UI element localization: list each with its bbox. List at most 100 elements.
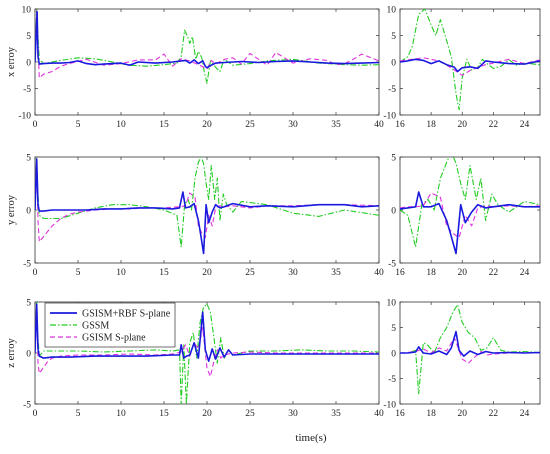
x-tick-label: 35 bbox=[331, 120, 341, 130]
series-line-2 bbox=[400, 337, 540, 364]
series-group bbox=[35, 157, 379, 255]
x-axis-label: time(s) bbox=[295, 432, 326, 444]
y-tick-label: 0 bbox=[26, 349, 31, 359]
x-tick-label: 20 bbox=[457, 120, 467, 130]
y-tick-label: 10 bbox=[387, 298, 397, 308]
x-tick-label: 40 bbox=[374, 268, 384, 278]
x-tick-label: 10 bbox=[116, 409, 126, 419]
plot-frame bbox=[399, 8, 541, 116]
series-line-1 bbox=[35, 157, 379, 248]
x-tick-label: 15 bbox=[159, 409, 169, 419]
y-tick-label: -10 bbox=[383, 400, 396, 410]
y-tick-label: -5 bbox=[23, 259, 31, 269]
y-tick-label: 0 bbox=[391, 349, 396, 359]
x-tick-label: 5 bbox=[76, 120, 81, 130]
x-tick-label: 0 bbox=[33, 409, 38, 419]
y-tick-label: 0 bbox=[391, 58, 396, 68]
y-tick-label: -5 bbox=[388, 85, 396, 95]
x-tick-label: 18 bbox=[426, 268, 436, 278]
y-tick-label: 5 bbox=[26, 32, 31, 42]
series-line-0 bbox=[400, 191, 540, 255]
series-line-0 bbox=[400, 330, 540, 357]
x-tick-label: 16 bbox=[395, 268, 405, 278]
x-tick-label: 20 bbox=[202, 409, 212, 419]
series-group bbox=[400, 304, 540, 395]
y-tick-label: 0 bbox=[26, 58, 31, 68]
x-tick-label: 20 bbox=[202, 268, 212, 278]
x-tick-label: 30 bbox=[288, 268, 298, 278]
series-line-0 bbox=[35, 158, 379, 255]
panel-z-zoom: 16 18 20 22 24 10 5 0 -5 -10 bbox=[383, 298, 541, 419]
x-tick-label: 25 bbox=[245, 409, 255, 419]
x-tick-label: 20 bbox=[457, 409, 467, 419]
y-tick-label: 10 bbox=[387, 5, 397, 15]
x-tick-label: 22 bbox=[489, 120, 499, 130]
y-tick-label: -5 bbox=[388, 259, 396, 269]
y-tick-label: 5 bbox=[26, 298, 31, 308]
x-tick-label: 24 bbox=[520, 409, 530, 419]
x-tick-label: 18 bbox=[426, 409, 436, 419]
series-group bbox=[35, 302, 379, 404]
panel-y-zoom: 16 18 20 22 24 5 0 -5 bbox=[388, 153, 541, 278]
legend-label: GSISM+RBF S-plane bbox=[82, 309, 171, 320]
x-tick-label: 18 bbox=[426, 120, 436, 130]
series-group bbox=[400, 9, 540, 111]
x-tick-label: 24 bbox=[520, 268, 530, 278]
x-tick-label: 40 bbox=[374, 409, 384, 419]
y-tick-label: 5 bbox=[391, 32, 396, 42]
x-tick-label: 25 bbox=[245, 268, 255, 278]
series-group bbox=[400, 157, 540, 255]
x-tick-label: 10 bbox=[116, 120, 126, 130]
plot-frame bbox=[34, 8, 380, 116]
x-tick-label: 20 bbox=[202, 120, 212, 130]
x-tick-label: 10 bbox=[116, 268, 126, 278]
x-tick-label: 15 bbox=[159, 120, 169, 130]
panel-x-full: 0 5 10 15 20 25 30 35 40 10 5 0 -5 -10 x erroy bbox=[6, 5, 384, 130]
y-tick-label: -10 bbox=[18, 111, 31, 121]
x-tick-label: 0 bbox=[33, 120, 38, 130]
x-tick-label: 22 bbox=[489, 409, 499, 419]
x-tick-label: 0 bbox=[33, 268, 38, 278]
y-tick-label: -5 bbox=[23, 85, 31, 95]
x-tick-label: 16 bbox=[395, 120, 405, 130]
legend-label: GSSM bbox=[82, 321, 109, 332]
x-tick-label: 30 bbox=[288, 120, 298, 130]
y-tick-label: 0 bbox=[391, 206, 396, 216]
panel-x-zoom: 16 18 20 22 24 10 5 0 -5 -10 bbox=[383, 5, 541, 130]
x-tick-label: 40 bbox=[374, 120, 384, 130]
x-tick-label: 35 bbox=[331, 409, 341, 419]
series-line-2 bbox=[35, 158, 379, 243]
x-tick-label: 5 bbox=[76, 409, 81, 419]
y-tick-label: 10 bbox=[22, 5, 32, 15]
series-line-0 bbox=[35, 10, 379, 69]
y-tick-label: -10 bbox=[383, 111, 396, 121]
x-tick-label: 25 bbox=[245, 120, 255, 130]
series-line-0 bbox=[400, 58, 540, 73]
series-line-2 bbox=[35, 10, 379, 79]
series-line-1 bbox=[400, 157, 540, 248]
y-tick-label: 5 bbox=[391, 324, 396, 334]
series-line-1 bbox=[400, 9, 540, 111]
plot-frame bbox=[399, 156, 541, 264]
x-tick-label: 5 bbox=[76, 268, 81, 278]
y-tick-label: 5 bbox=[26, 153, 31, 163]
y-axis-label: y erroy bbox=[6, 194, 17, 225]
x-tick-label: 20 bbox=[457, 268, 467, 278]
x-tick-label: 22 bbox=[489, 268, 499, 278]
y-tick-label: 5 bbox=[391, 153, 396, 163]
y-tick-label: -5 bbox=[388, 375, 396, 385]
y-tick-label: -5 bbox=[23, 400, 31, 410]
series-line-2 bbox=[400, 57, 540, 76]
x-tick-label: 30 bbox=[288, 409, 298, 419]
x-tick-label: 24 bbox=[520, 120, 530, 130]
x-tick-label: 35 bbox=[331, 268, 341, 278]
y-tick-label: 0 bbox=[26, 206, 31, 216]
y-axis-label: z erroy bbox=[6, 338, 17, 368]
series-group bbox=[35, 9, 379, 84]
x-tick-label: 15 bbox=[159, 268, 169, 278]
x-tick-label: 16 bbox=[395, 409, 405, 419]
legend-label: GSISM S-plane bbox=[82, 333, 146, 344]
